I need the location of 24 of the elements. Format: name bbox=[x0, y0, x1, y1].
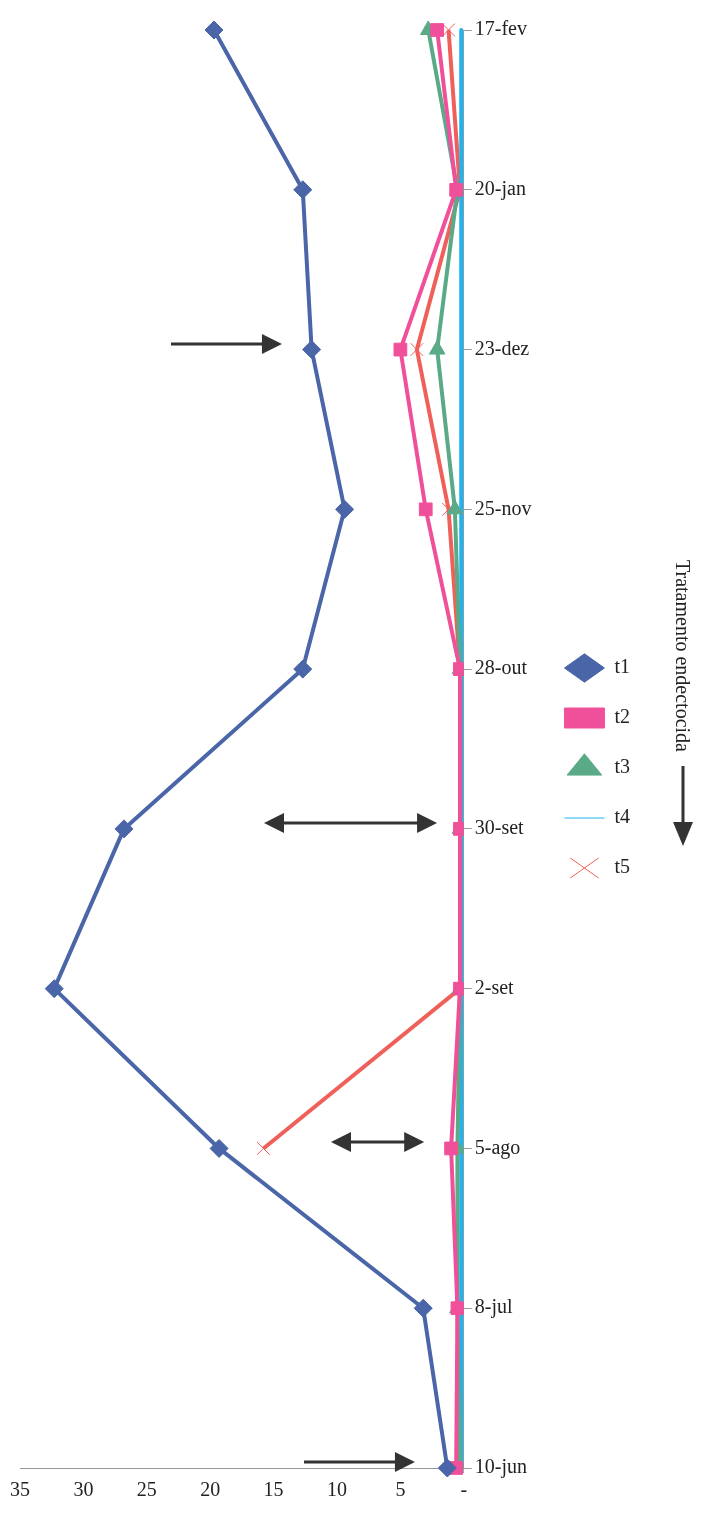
y-tick-label: 23-dez bbox=[474, 336, 530, 359]
y-tick-label: 20-jan bbox=[474, 177, 526, 201]
y-tick-label: 30-set bbox=[474, 816, 525, 839]
x-tick-label: 25 bbox=[136, 1478, 157, 1501]
y-tick-label: 10-jun bbox=[474, 1455, 527, 1479]
y-tick-label: 25-nov bbox=[474, 496, 532, 519]
x-tick-label: 30 bbox=[73, 1478, 94, 1501]
legend-label: t1 bbox=[614, 655, 631, 678]
text: Tratamento endectocida bbox=[671, 560, 694, 752]
legend-label: t2 bbox=[614, 705, 631, 728]
y-tick-label: 28-out bbox=[474, 656, 528, 679]
legend-label: t4 bbox=[614, 805, 631, 828]
x-tick-label: - bbox=[460, 1478, 468, 1501]
x-tick-label: 10 bbox=[326, 1478, 347, 1501]
y-tick-label: 2-set bbox=[474, 975, 515, 998]
y-tick-label: 17-fev bbox=[474, 17, 527, 40]
x-tick-label: 5 bbox=[395, 1478, 406, 1501]
x-tick-label: 15 bbox=[263, 1478, 284, 1501]
y-tick-label: 8-jul bbox=[474, 1295, 513, 1319]
y-tick-label: 5-ago bbox=[474, 1135, 521, 1159]
legend-label: t3 bbox=[614, 755, 631, 778]
legend-label: t5 bbox=[614, 855, 631, 878]
x-tick-label: 20 bbox=[200, 1478, 221, 1501]
x-tick-label: 35 bbox=[10, 1478, 30, 1501]
